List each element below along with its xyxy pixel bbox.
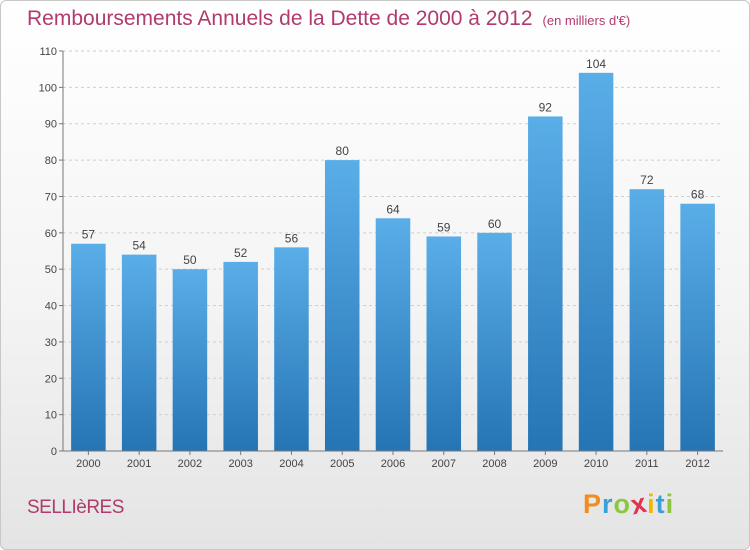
x-tick-label: 2011: [635, 458, 659, 470]
x-tick-label: 2010: [584, 458, 608, 470]
bar: [121, 254, 157, 451]
data-label: 50: [183, 253, 197, 267]
proxiti-logo: Proxiti: [583, 488, 675, 521]
bar: [680, 203, 715, 451]
y-tick-label: 20: [45, 373, 57, 385]
data-label: 57: [82, 228, 96, 242]
logo-letter: P: [583, 489, 603, 519]
bar: [172, 269, 208, 451]
x-tick-label: 2004: [279, 458, 303, 470]
x-tick-label: 2003: [228, 458, 252, 470]
data-label: 54: [132, 239, 146, 253]
x-tick-label: 2001: [127, 458, 151, 470]
data-label: 52: [234, 246, 248, 260]
y-tick-label: 0: [51, 446, 57, 458]
logo-letter: t: [655, 489, 666, 519]
x-tick-label: 2012: [685, 458, 709, 470]
commune-name: SELLIèRES: [27, 497, 124, 518]
x-tick-label: 2008: [482, 458, 506, 470]
y-tick-label: 10: [45, 410, 57, 422]
bar: [477, 232, 512, 451]
y-tick-label: 50: [45, 264, 57, 276]
x-tick-label: 2005: [330, 458, 354, 470]
y-tick-label: 110: [39, 46, 57, 58]
bar: [528, 116, 563, 452]
data-label: 64: [386, 202, 400, 216]
x-tick-label: 2009: [533, 458, 557, 470]
chart-title-text: Remboursements Annuels de la Dette de 20…: [27, 7, 533, 30]
logo-letter: r: [602, 489, 614, 519]
data-label: 80: [336, 144, 350, 158]
bar: [375, 218, 411, 451]
bar: [578, 72, 614, 452]
y-tick-label: 40: [45, 301, 57, 313]
y-tick-label: 100: [39, 82, 57, 94]
bar: [274, 247, 309, 451]
bar: [629, 189, 665, 451]
data-label: 72: [640, 173, 654, 187]
chart-axes: 0 10 20 30 40 50 60 70 80 90 100 110 2000 2001 2002 200…: [39, 46, 723, 470]
logo-letter: i: [647, 489, 656, 519]
y-tick-label: 60: [45, 228, 57, 240]
bar: [426, 236, 462, 451]
data-label: 59: [437, 220, 451, 234]
x-tick-label: 2002: [178, 458, 202, 470]
y-tick-label: 90: [45, 119, 57, 131]
x-tick-label: 2000: [76, 458, 100, 470]
bar: [71, 243, 106, 451]
data-label: 68: [691, 188, 705, 202]
data-label: 56: [285, 231, 299, 245]
y-tick-label: 30: [45, 337, 57, 349]
data-label: 92: [539, 100, 553, 114]
bar: [324, 160, 360, 451]
logo-letter: i: [665, 489, 675, 519]
chart-bars: 57 54 50 52 56 80 64 59 60 92 104 72 68: [71, 57, 715, 452]
chart-title: Remboursements Annuels de la Dette de 20…: [27, 7, 630, 31]
data-label: 104: [586, 57, 606, 71]
y-tick-label: 80: [45, 155, 57, 167]
x-tick-label: 2007: [432, 458, 456, 470]
data-label: 60: [488, 217, 502, 231]
chart-unit-label: (en milliers d'€): [542, 13, 631, 28]
x-tick-label: 2006: [381, 458, 405, 470]
y-tick-label: 70: [45, 191, 57, 203]
bar: [223, 261, 258, 451]
logo-letter: o: [613, 489, 632, 519]
